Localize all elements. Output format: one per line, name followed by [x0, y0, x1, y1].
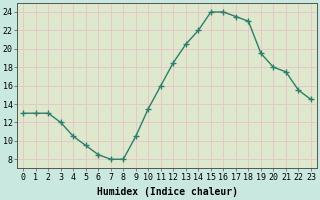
X-axis label: Humidex (Indice chaleur): Humidex (Indice chaleur): [97, 187, 237, 197]
